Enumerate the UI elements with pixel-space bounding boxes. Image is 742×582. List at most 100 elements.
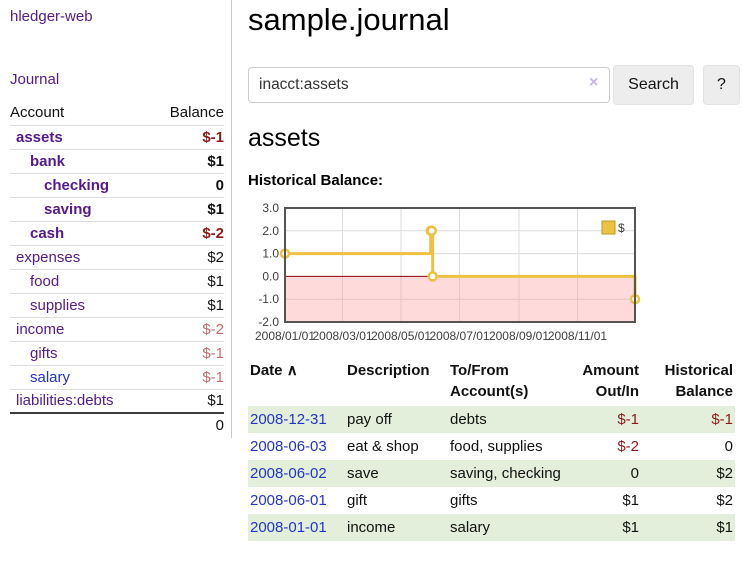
transaction-amount: $-2 [617, 438, 639, 455]
account-heading: assets [248, 124, 321, 152]
account-row: supplies $1 [10, 292, 224, 317]
account-link-cash[interactable]: cash [30, 224, 65, 242]
account-link-expenses[interactable]: expenses [16, 248, 81, 266]
account-balance: $1 [150, 388, 224, 413]
account-balance: $1 [150, 292, 224, 317]
svg-text:2008/11/01: 2008/11/01 [548, 329, 607, 343]
transaction-row: 2008-01-01 income salary $1 $1 [248, 514, 735, 541]
transaction-date-link[interactable]: 2008-01-01 [250, 519, 327, 536]
chart-canvas: 2008/01/012008/03/012008/05/012008/07/01… [255, 201, 641, 343]
svg-text:-1.0: -1.0 [258, 292, 279, 306]
search-input[interactable] [248, 67, 610, 103]
svg-text:2008/03/01: 2008/03/01 [313, 329, 373, 343]
account-balance: $-2 [150, 316, 224, 341]
svg-text:1.0: 1.0 [262, 247, 279, 261]
chart-title: Historical Balance: [248, 172, 384, 189]
account-link-assets[interactable]: assets [16, 128, 63, 146]
register-header-row: Date ∧ Description To/From Account(s) Am… [248, 358, 735, 406]
accounts-total-row: 0 [10, 412, 224, 437]
account-link-income[interactable]: income [16, 320, 65, 338]
transaction-accounts: saving, checking [448, 460, 563, 487]
svg-text:2008/05/01: 2008/05/01 [371, 329, 431, 343]
column-header-date[interactable]: Date ∧ [248, 358, 345, 406]
balance-header-line1: Historical [664, 362, 733, 379]
account-row: checking 0 [10, 172, 224, 197]
account-row: food $1 [10, 268, 224, 293]
help-button[interactable]: ? [703, 65, 740, 105]
transaction-balance: $1 [641, 514, 735, 541]
column-header-amount: Amount Out/In [563, 358, 641, 406]
account-balance: $2 [150, 244, 224, 269]
transaction-amount: 0 [563, 460, 641, 487]
svg-text:2008/01/01: 2008/01/01 [255, 329, 315, 343]
accounts-table-header: Account Balance [10, 101, 224, 125]
accounts-table: Account Balance assets $-1 bank $1 check… [10, 101, 224, 437]
transaction-accounts: food, supplies [450, 438, 543, 455]
account-row: liabilities:debts $1 [10, 388, 224, 413]
column-header-balance: Historical Balance [641, 358, 735, 406]
amount-header-line2: Out/In [595, 383, 639, 400]
transaction-date-link[interactable]: 2008-12-31 [250, 411, 327, 428]
sidebar-item-journal[interactable]: Journal [10, 71, 60, 88]
account-link-gifts[interactable]: gifts [30, 344, 58, 362]
account-balance: $-1 [150, 364, 224, 389]
account-balance: $-2 [150, 220, 224, 245]
account-link-supplies[interactable]: supplies [30, 296, 86, 314]
account-balance: 0 [150, 172, 224, 197]
account-balance: $-1 [150, 124, 224, 149]
brand-link[interactable]: hledger-web [10, 8, 93, 25]
account-row: saving $1 [10, 196, 224, 221]
balance-header-line2: Balance [675, 383, 733, 400]
transaction-amount: $-1 [563, 406, 641, 433]
page-title: sample.journal [248, 2, 450, 37]
accounts-header-account: Account [10, 104, 65, 122]
column-header-description: Description [347, 362, 430, 379]
account-row: gifts $-1 [10, 340, 224, 365]
account-link-food[interactable]: food [30, 272, 60, 290]
svg-text:0.0: 0.0 [262, 269, 279, 283]
transaction-description: pay off [345, 406, 448, 433]
historical-balance-chart: 2008/01/01 2008/03/01 2008/05/01 2008/07/01… [240, 198, 700, 350]
svg-text:2008/07/01: 2008/07/01 [429, 329, 489, 343]
clear-search-icon[interactable]: × [589, 74, 599, 91]
transaction-accounts: salary [448, 514, 563, 541]
transaction-row: 2008-06-01 gift gifts $1 $2 [248, 487, 735, 514]
account-link-saving[interactable]: saving [44, 200, 92, 218]
account-link-bank[interactable]: bank [30, 152, 66, 170]
transaction-amount: $1 [563, 514, 641, 541]
search-button[interactable]: Search [613, 65, 694, 105]
amount-header-line1: Amount [582, 362, 639, 379]
transaction-row: 2008-06-02 save saving, checking 0 $2 [248, 460, 735, 487]
account-link-checking[interactable]: checking [44, 176, 110, 194]
accounts-header-balance: Balance [169, 104, 224, 122]
account-row: cash $-2 [10, 220, 224, 245]
transaction-accounts: gifts [450, 492, 478, 509]
accounts-header-line1: To/From [450, 362, 509, 379]
account-balance: $1 [150, 268, 224, 293]
transaction-date-link[interactable]: 2008-06-03 [250, 438, 327, 455]
account-row: income $-2 [10, 316, 224, 341]
transaction-date-link[interactable]: 2008-06-02 [250, 465, 327, 482]
account-balance: $1 [150, 148, 224, 173]
transaction-balance: $2 [641, 460, 735, 487]
accounts-total-value: 0 [150, 412, 224, 437]
account-row: expenses $2 [10, 244, 224, 269]
transaction-date-link[interactable]: 2008-06-01 [250, 492, 327, 509]
transaction-row: 2008-06-03 eat & shop food, supplies $-2… [248, 433, 735, 460]
register-table: Date ∧ Description To/From Account(s) Am… [248, 358, 735, 541]
column-header-accounts: To/From Account(s) [448, 358, 563, 406]
account-link-salary[interactable]: salary [30, 368, 71, 386]
transaction-balance: $-1 [641, 406, 735, 433]
account-link-liabilities-debts[interactable]: liabilities:debts [16, 392, 114, 410]
transaction-description: gift [347, 492, 368, 509]
date-header-label: Date [250, 362, 283, 379]
svg-text:2008/09/01: 2008/09/01 [489, 329, 549, 343]
svg-text:3.0: 3.0 [262, 201, 279, 215]
svg-text:$: $ [618, 221, 625, 235]
account-row: salary $-1 [10, 364, 224, 389]
account-row: assets $-1 [10, 124, 224, 149]
account-row: bank $1 [10, 148, 224, 173]
transaction-description: eat & shop [347, 438, 419, 455]
sort-ascending-icon: ∧ [286, 362, 298, 379]
transaction-balance: 0 [724, 438, 733, 455]
